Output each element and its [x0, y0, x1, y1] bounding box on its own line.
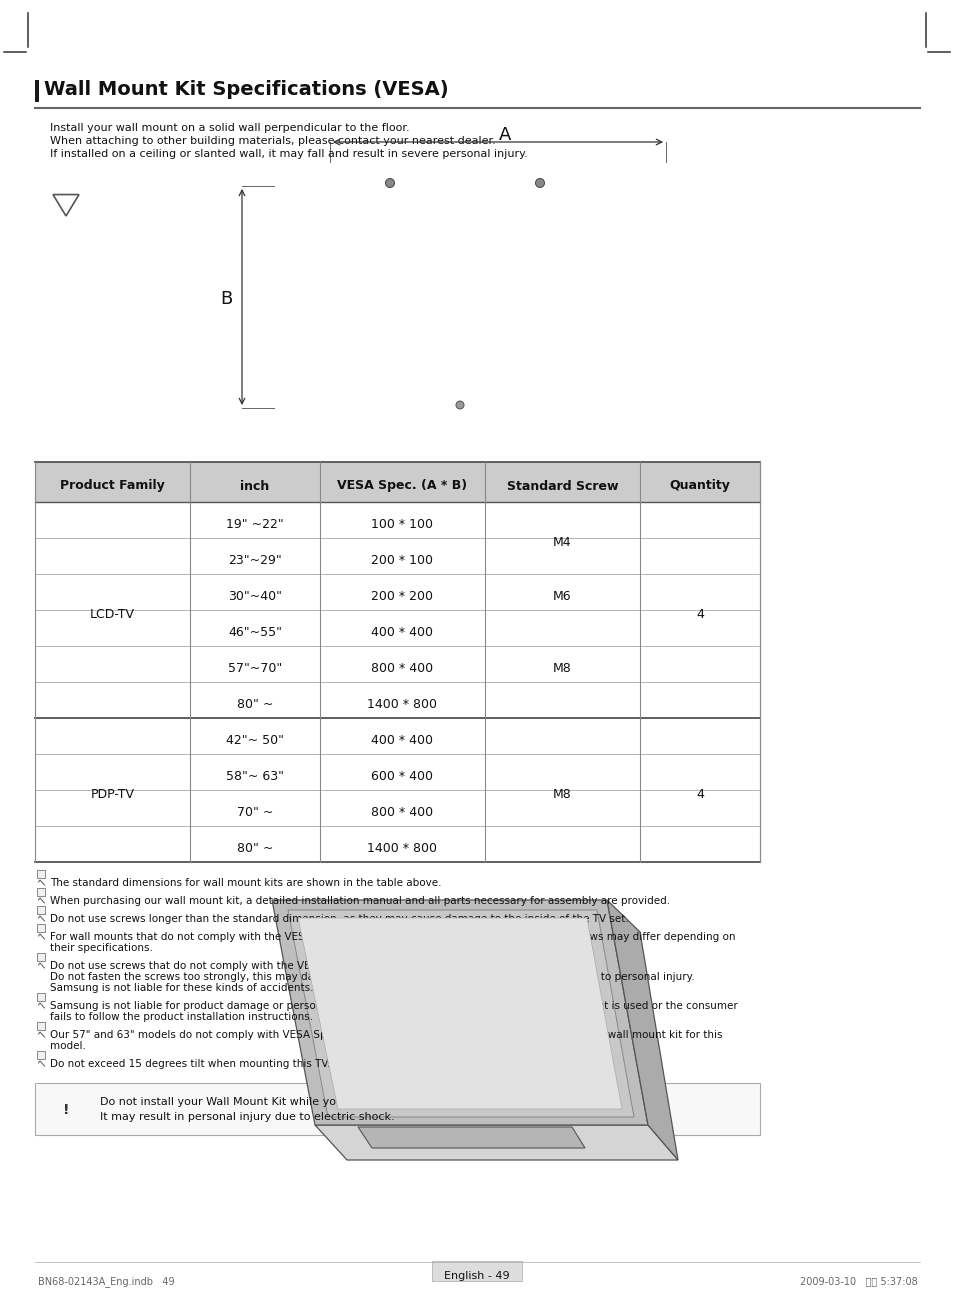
Text: Do not use screws longer than the standard dimension, as they may cause damage t: Do not use screws longer than the standa…: [50, 914, 628, 924]
Bar: [35, 1083, 760, 1134]
Text: Samsung is not liable for product damage or personal injury when a non-VESA or n: Samsung is not liable for product damage…: [50, 1001, 737, 1011]
Text: M4: M4: [553, 536, 571, 549]
Text: Quantity: Quantity: [669, 479, 730, 493]
Text: BN68-02143A_Eng.indb   49: BN68-02143A_Eng.indb 49: [38, 1276, 174, 1286]
Text: Product Family: Product Family: [60, 479, 165, 493]
Text: 30"~40": 30"~40": [228, 590, 282, 603]
Text: inch: inch: [240, 479, 270, 493]
Text: Do not exceed 15 degrees tilt when mounting this TV.: Do not exceed 15 degrees tilt when mount…: [50, 1058, 330, 1069]
Text: 800 * 400: 800 * 400: [371, 806, 433, 819]
Text: Samsung is not liable for these kinds of accidents.: Samsung is not liable for these kinds of…: [50, 982, 314, 993]
Text: 80" ~: 80" ~: [236, 841, 273, 854]
Text: fails to follow the product installation instructions.: fails to follow the product installation…: [50, 1013, 313, 1022]
Bar: [35, 80, 39, 102]
Bar: [37, 1022, 45, 1030]
Bar: [37, 888, 45, 896]
Text: 42"~ 50": 42"~ 50": [226, 734, 284, 747]
Text: 46"~55": 46"~55": [228, 625, 282, 638]
Text: 4: 4: [696, 787, 703, 800]
Bar: [37, 907, 45, 914]
Circle shape: [456, 401, 463, 409]
Text: !: !: [63, 1103, 70, 1117]
Text: 400 * 400: 400 * 400: [371, 734, 433, 747]
Text: 1400 * 800: 1400 * 800: [367, 841, 437, 854]
Text: Standard Screw: Standard Screw: [506, 479, 618, 493]
Text: 1400 * 800: 1400 * 800: [367, 697, 437, 710]
Text: 2009-03-10   오후 5:37:08: 2009-03-10 오후 5:37:08: [800, 1276, 917, 1286]
Text: English - 49: English - 49: [444, 1271, 509, 1281]
Text: 200 * 100: 200 * 100: [371, 554, 433, 566]
Text: their specifications.: their specifications.: [50, 943, 152, 952]
Text: 23"~29": 23"~29": [228, 554, 281, 566]
Bar: [37, 993, 45, 1001]
Text: 58"~ 63": 58"~ 63": [226, 769, 284, 782]
Text: Install your wall mount on a solid wall perpendicular to the floor.: Install your wall mount on a solid wall …: [50, 123, 409, 134]
Circle shape: [385, 178, 395, 187]
Text: For wall mounts that do not comply with the VESA standard screw specifications, : For wall mounts that do not comply with …: [50, 931, 735, 942]
Polygon shape: [357, 1127, 584, 1148]
Text: LCD-TV: LCD-TV: [90, 608, 135, 621]
Text: When attaching to other building materials, please contact your nearest dealer.: When attaching to other building materia…: [50, 136, 496, 145]
Text: 19" ~22": 19" ~22": [226, 517, 284, 531]
Bar: [37, 952, 45, 962]
Text: Wall Mount Kit Specifications (VESA): Wall Mount Kit Specifications (VESA): [44, 80, 448, 100]
Text: Our 57" and 63" models do not comply with VESA Specifications. Therefore, you sh: Our 57" and 63" models do not comply wit…: [50, 1030, 721, 1040]
Text: PDP-TV: PDP-TV: [91, 787, 134, 800]
Text: M8: M8: [553, 787, 571, 800]
Text: 70" ~: 70" ~: [236, 806, 273, 819]
Circle shape: [535, 178, 544, 187]
Text: M6: M6: [553, 590, 571, 603]
Text: 4: 4: [696, 608, 703, 621]
Text: Do not install your Wall Mount Kit while your TV is turned on.: Do not install your Wall Mount Kit while…: [100, 1096, 439, 1107]
Text: 400 * 400: 400 * 400: [371, 625, 433, 638]
Bar: [432, 1262, 521, 1281]
Text: Do not fasten the screws too strongly, this may damage the product or cause the : Do not fasten the screws too strongly, t…: [50, 972, 694, 982]
Text: Do not use screws that do not comply with the VESA standard screw specifications: Do not use screws that do not comply wit…: [50, 962, 486, 971]
Bar: [37, 924, 45, 931]
Polygon shape: [314, 1125, 678, 1159]
Text: It may result in personal injury due to electric shock.: It may result in personal injury due to …: [100, 1112, 395, 1121]
Bar: [37, 1051, 45, 1058]
Polygon shape: [606, 900, 678, 1159]
Text: 600 * 400: 600 * 400: [371, 769, 433, 782]
Text: 57"~70": 57"~70": [228, 662, 282, 675]
Text: A: A: [498, 126, 511, 144]
Text: model.: model.: [50, 1041, 86, 1051]
Text: 80" ~: 80" ~: [236, 697, 273, 710]
Text: If installed on a ceiling or slanted wall, it may fall and result in severe pers: If installed on a ceiling or slanted wal…: [50, 149, 527, 159]
Text: M8: M8: [553, 662, 571, 675]
Text: VESA Spec. (A * B): VESA Spec. (A * B): [337, 479, 467, 493]
Polygon shape: [53, 195, 79, 216]
Text: When purchasing our wall mount kit, a detailed installation manual and all parts: When purchasing our wall mount kit, a de…: [50, 896, 669, 907]
Bar: [35, 462, 760, 502]
Text: 800 * 400: 800 * 400: [371, 662, 433, 675]
Text: B: B: [219, 290, 232, 308]
Bar: [37, 870, 45, 878]
Text: 200 * 200: 200 * 200: [371, 590, 433, 603]
Text: 100 * 100: 100 * 100: [371, 517, 433, 531]
Text: The standard dimensions for wall mount kits are shown in the table above.: The standard dimensions for wall mount k…: [50, 878, 441, 888]
Polygon shape: [297, 918, 621, 1110]
Polygon shape: [272, 900, 647, 1125]
Polygon shape: [288, 910, 634, 1117]
